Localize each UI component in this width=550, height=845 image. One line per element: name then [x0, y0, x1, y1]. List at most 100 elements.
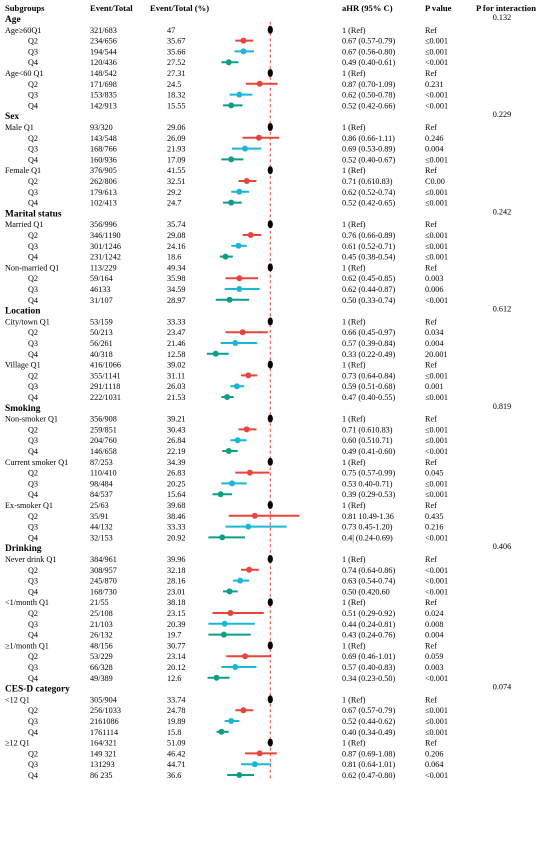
event-pct-cell: 35.74 [167, 220, 185, 229]
ahr-cell: 0.39 (0.29-0.53) [342, 490, 395, 499]
row-label: Q2 [28, 652, 38, 661]
event-pct-cell: 26.83 [167, 469, 185, 478]
event-total-cell: 40/318 [90, 350, 113, 359]
event-pct-cell: 29.2 [167, 188, 181, 197]
event-total-cell: 376/905 [90, 166, 117, 175]
p-interaction-value: 0.406 [493, 542, 511, 551]
hr-point-q1 [267, 317, 273, 326]
table-row: Q4 1761114 15.8 0.40 (0.34-0.49) ≤0.001 [28, 728, 448, 737]
hr-point-q2 [227, 610, 234, 616]
ahr-cell: 0.71 (0.610.83) [342, 177, 393, 186]
hr-point-q2 [246, 566, 253, 573]
event-total-cell: 25/63 [90, 501, 109, 510]
row-label: Q3 [28, 145, 38, 154]
hr-point-q2 [255, 134, 262, 141]
p-value-cell: ≤0.001 [425, 155, 448, 164]
event-total-cell: 234/656 [90, 37, 117, 46]
p-value-cell: ≤0.001 [425, 231, 448, 240]
section-sex: Sex 0.229 Male Q1 93/320 29.06 1 (Ref) Ref Q2 14… [5, 110, 511, 207]
row-label: <1/month Q1 [5, 598, 49, 607]
row-label: Q4 [28, 350, 38, 359]
hr-point-q4 [226, 588, 233, 595]
hr-point-q2 [243, 426, 250, 433]
event-total-cell: 120/436 [90, 58, 117, 67]
hr-point-q1 [267, 641, 273, 650]
table-row: City/town Q1 53/159 33.33 1 (Ref) Ref [5, 317, 437, 326]
row-label: Female Q1 [5, 166, 41, 175]
event-pct-cell: 24.7 [167, 199, 181, 208]
table-row: Q2 35/91 38.46 0.81 10.49-1.36 0.435 [28, 512, 443, 521]
header-subgroups: Subgroups [5, 3, 45, 13]
hr-point-q3 [235, 242, 242, 249]
hr-point-q1 [267, 69, 273, 77]
ahr-cell: 0.62 (0.45-0.85) [342, 274, 395, 283]
ahr-cell: 0.87 (0.70-1.09) [342, 80, 395, 89]
hr-point-q4 [218, 728, 225, 735]
event-pct-cell: 15.64 [167, 490, 185, 499]
p-value-cell: Ref [425, 458, 437, 467]
row-label: Male Q1 [5, 123, 34, 132]
p-value-cell: Ref [425, 415, 437, 424]
ahr-cell: 0.71 (0.610.83) [342, 425, 393, 434]
table-row: Q4 231/1242 18.6 0.45 (0.38-0.54) ≤0.001 [28, 253, 448, 262]
table-row: Q2 171/698 24.5 0.87 (0.70-1.09) 0.231 [28, 80, 443, 89]
table-row: Age≥60Q1 321/683 47 1 (Ref) Ref [5, 25, 437, 35]
event-total-cell: 59/164 [90, 274, 113, 283]
event-total-cell: 131293 [90, 760, 115, 769]
ahr-cell: 1 (Ref) [342, 26, 366, 35]
table-row: Q2 149 321 46.42 0.87 (0.69-1.08) 0.206 [28, 749, 443, 758]
event-pct-cell: 23.01 [167, 587, 185, 596]
hr-point-q3 [234, 437, 241, 444]
ahr-cell: 0.69 (0.53-0.89) [342, 145, 395, 154]
event-pct-cell: 18.6 [167, 253, 181, 262]
table-row: Female Q1 376/905 41.55 1 (Ref) Ref [5, 166, 437, 175]
event-total-cell: 222/1031 [90, 393, 121, 402]
table-row: Q3 179/613 29.2 0.62 (0.52-0.74) ≤0.001 [28, 188, 448, 197]
table-row: Q2 143/548 26.09 0.86 (0.66-1.11) 0.246 [28, 134, 443, 143]
table-row: Q4 26/132 19.7 0.43 (0.24-0.76) 0.004 [28, 631, 443, 640]
p-value-cell: <0.001 [425, 587, 448, 596]
table-row: <12 Q1 305/904 33.74 1 (Ref) Ref [5, 695, 437, 704]
row-label: Q4 [28, 533, 38, 542]
p-value-cell: 0.001 [425, 382, 443, 391]
table-row: Q2 262/806 32.51 0.71 (0.610.83) C0.00 [28, 177, 445, 186]
p-value-cell: <0.001 [425, 101, 448, 110]
hr-point-q1 [267, 555, 273, 563]
p-value-cell: Ref [425, 26, 437, 35]
event-total-cell: 21/103 [90, 620, 113, 629]
p-interaction-value: 0.612 [493, 305, 511, 314]
event-total-cell: 204/760 [90, 436, 117, 445]
event-pct-cell: 19.7 [167, 631, 181, 640]
event-pct-cell: 33.74 [167, 695, 185, 704]
p-value-cell: ≤0.001 [425, 728, 448, 737]
event-pct-cell: 28.16 [167, 577, 185, 586]
event-total-cell: 160/936 [90, 155, 117, 164]
event-pct-cell: 17.09 [167, 155, 185, 164]
hr-point-q3 [232, 664, 239, 670]
row-label: Q2 [28, 469, 38, 478]
ahr-cell: 0.62 (0.52-0.74) [342, 188, 395, 197]
ahr-cell: 0.4| (0.24-0.69) [342, 533, 393, 542]
table-row: Q3 291/1118 26.03 0.59 (0.51-0.68) 0.001 [28, 382, 443, 391]
event-total-cell: 146/658 [90, 447, 117, 456]
p-interaction-value: 0.229 [493, 110, 511, 119]
row-label: Q2 [28, 134, 38, 143]
table-row: Married Q1 356/996 35.74 1 (Ref) Ref [5, 220, 437, 229]
event-total-cell: 149 321 [90, 749, 117, 758]
table-row: Q2 346/1190 29.08 0.76 (0.66-0.89) ≤0.001 [28, 231, 448, 240]
row-label: Q3 [28, 436, 38, 445]
event-total-cell: 49/389 [90, 674, 113, 683]
ahr-cell: 0.67 (0.56-0.80) [342, 47, 395, 56]
ahr-cell: 0.81 10.49-1.36 [342, 512, 394, 521]
hr-point-q1 [267, 598, 273, 607]
row-label: ≥12 Q1 [5, 739, 30, 748]
section-location: Location 0.612 City/town Q1 53/159 33.33 1 (R… [5, 305, 511, 402]
ahr-cell: 0.73 0.45-1.20) [342, 523, 393, 532]
ahr-cell: 0.52 (0.44-0.62) [342, 717, 395, 726]
ahr-cell: 0.57 (0.40-0.83) [342, 663, 395, 672]
table-row: Q2 25/108 23.15 0.51 (0.29-0.92) 0.024 [28, 609, 443, 618]
section-title: Marital status [5, 209, 62, 219]
event-total-cell: 291/1118 [90, 382, 120, 391]
header-ahr: aHR (95% C) [342, 3, 393, 13]
